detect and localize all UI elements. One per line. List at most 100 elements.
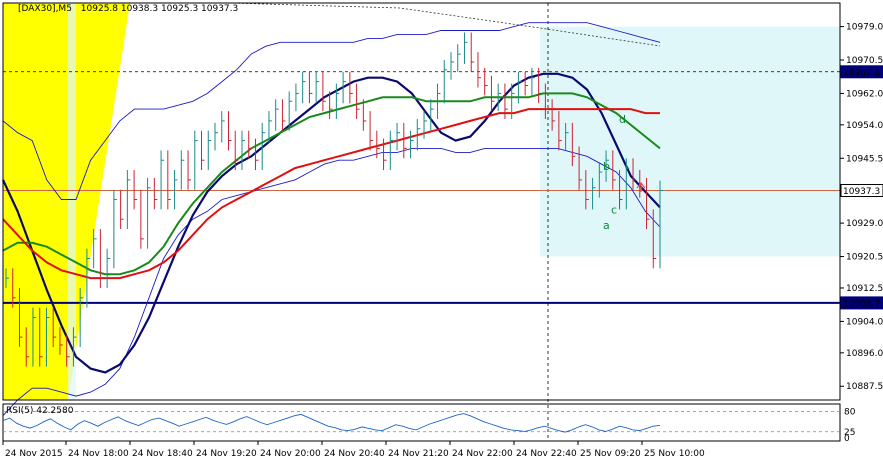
price-bar — [59, 327, 63, 355]
price-bar — [524, 71, 529, 96]
price-bar — [174, 170, 178, 210]
price-bar — [457, 44, 461, 72]
price-bar — [302, 71, 306, 104]
y-tick-label: 10896.0 — [846, 349, 883, 359]
level-badge: 10967.5 — [840, 65, 883, 79]
price-bar — [227, 111, 232, 151]
price-bar — [120, 189, 124, 230]
price-bar — [315, 71, 320, 104]
y-tick-label: 10954.0 — [846, 121, 883, 131]
price-bar — [578, 146, 583, 190]
price-bar — [376, 130, 380, 159]
price-bar — [349, 71, 353, 104]
price-bar — [261, 122, 266, 171]
price-bar — [342, 71, 347, 104]
price-bar — [652, 209, 657, 269]
price-bar — [160, 150, 165, 210]
price-bar — [12, 268, 16, 308]
y-tick-label: 10945.5 — [846, 154, 883, 164]
price-bar — [612, 150, 616, 190]
price-bar — [93, 229, 97, 269]
price-bar — [511, 83, 515, 119]
price-bar — [571, 122, 576, 167]
price-bar — [565, 122, 569, 151]
price-bar — [605, 150, 610, 182]
y-tick-label: 10887.5 — [846, 382, 883, 392]
price-bar — [497, 83, 502, 112]
rsi-frame — [2, 403, 841, 442]
x-tick-label: 25 Nov 10:00 — [644, 449, 705, 459]
price-bar — [403, 122, 407, 159]
price-bar — [187, 150, 192, 190]
price-bar — [86, 248, 90, 308]
price-bar — [18, 287, 23, 347]
price-bar — [558, 111, 562, 151]
rsi-panel: 80 25 RSI(5) 42.2580 0 — [2, 406, 856, 444]
trend-line — [229, 2, 661, 47]
price-bar — [450, 52, 454, 80]
price-bar — [140, 189, 144, 249]
x-tick-label: 24 Nov 21:20 — [388, 449, 449, 459]
price-bar — [167, 150, 171, 210]
y-tick-label: 10904.0 — [846, 317, 883, 327]
price-bar — [592, 177, 596, 210]
price-bar — [308, 71, 313, 104]
level-badge: 10908.7 — [840, 296, 883, 310]
level-badge-label: 10908.7 — [843, 299, 880, 309]
chart-header: [DAX30],M5 10925.8 10938.3 10925.3 10937… — [18, 4, 238, 14]
price-bar — [207, 130, 212, 171]
y-tick-label: 10912.5 — [846, 284, 883, 294]
cyan-strip — [68, 3, 76, 400]
series-band-upper — [2, 22, 661, 200]
x-tick-label: 24 Nov 22:00 — [452, 449, 513, 459]
yellow-zone — [3, 3, 130, 400]
price-bar — [477, 52, 481, 88]
level-badge-bg — [840, 183, 883, 197]
price-bar — [430, 99, 434, 131]
price-bar — [72, 327, 77, 367]
price-bar — [598, 162, 603, 198]
wave-label-a: a — [603, 219, 610, 232]
price-bar — [248, 130, 252, 159]
price-bar — [383, 138, 387, 171]
rsi-level-label: 80 — [844, 407, 856, 417]
price-bar — [329, 91, 333, 119]
price-bar — [585, 170, 589, 210]
symbol-label: [DAX30],M5 — [18, 4, 72, 14]
series-ma-mid — [2, 92, 661, 276]
price-bar — [241, 130, 245, 171]
price-bars — [5, 32, 663, 367]
level-badge: 10937.3 — [840, 183, 883, 197]
rsi-axis-label: 0 — [844, 434, 850, 444]
rsi-level-label: 25 — [844, 428, 855, 438]
level-badge-label: 10967.5 — [843, 68, 880, 78]
price-bar — [194, 130, 198, 190]
price-bar — [619, 170, 623, 210]
y-tick-label: 10929.0 — [846, 219, 883, 229]
price-bar — [437, 83, 441, 119]
x-tick-label: 24 Nov 20:00 — [260, 449, 321, 459]
wave-label-c: c — [611, 203, 617, 216]
y-tick-label: 10970.5 — [846, 56, 883, 66]
price-axis: 10979.0 10970.5 10962.0 10954.0 10945.5 10929… — [840, 23, 883, 392]
price-bar — [659, 180, 663, 269]
y-tick-label: 10979.0 — [846, 23, 883, 33]
price-bar — [538, 67, 542, 104]
price-bar — [45, 307, 50, 367]
x-tick-label: 24 Nov 22:40 — [516, 449, 577, 459]
chart-frame — [2, 2, 841, 442]
price-bar — [396, 122, 401, 151]
price-bar — [180, 150, 185, 190]
price-bar — [25, 327, 30, 367]
price-bar — [288, 91, 293, 131]
x-tick-label: 24 Nov 19:20 — [196, 449, 257, 459]
price-bar — [66, 335, 70, 367]
cyan-zone — [540, 26, 840, 257]
rsi-line — [2, 413, 661, 433]
x-tick-label: 24 Nov 20:40 — [324, 449, 385, 459]
price-bar — [362, 99, 367, 131]
price-bar — [423, 111, 428, 139]
up-arrow-icon — [636, 182, 646, 192]
price-bar — [99, 229, 104, 288]
